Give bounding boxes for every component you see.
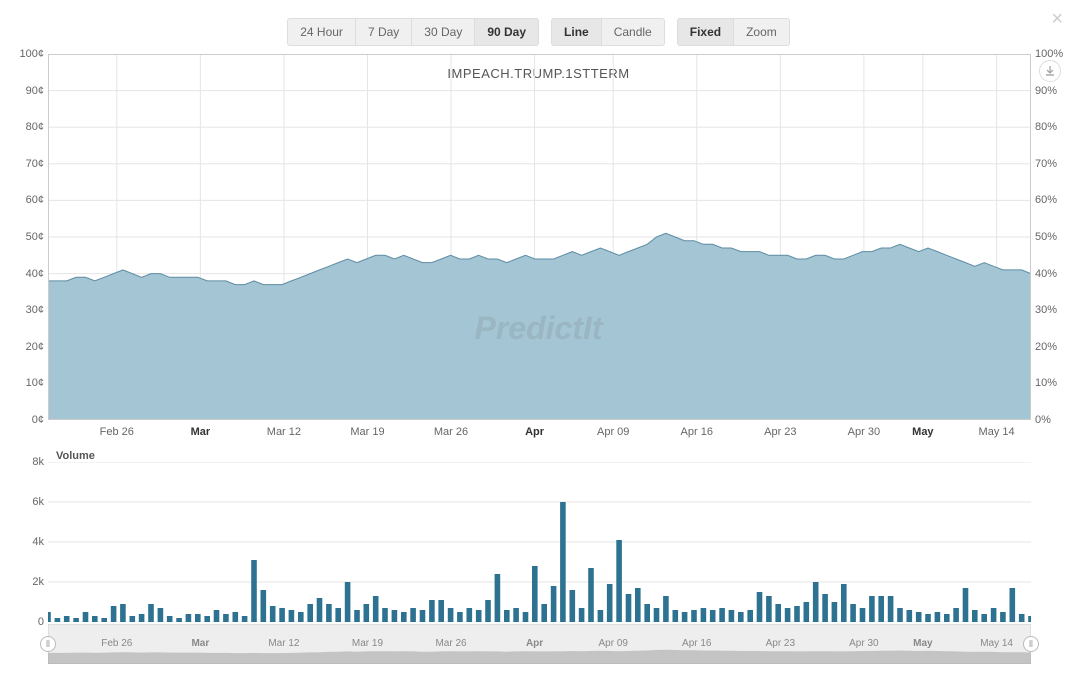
time-range-group: 24 Hour7 Day30 Day90 Day — [287, 18, 539, 46]
volume-chart — [48, 462, 1031, 622]
close-icon[interactable]: × — [1051, 8, 1063, 31]
chart-toolbar: 24 Hour7 Day30 Day90 Day LineCandle Fixe… — [0, 0, 1077, 54]
nav-x-tick: Apr 23 — [766, 638, 795, 649]
y-right-tick: 40% — [1035, 268, 1077, 280]
nav-x-tick: Mar 19 — [352, 638, 383, 649]
type-btn-line[interactable]: Line — [551, 18, 602, 46]
x-tick: Mar 26 — [434, 426, 468, 438]
nav-x-tick: Mar 26 — [435, 638, 466, 649]
range-btn-7-day[interactable]: 7 Day — [355, 18, 412, 46]
zoom-btn-fixed[interactable]: Fixed — [677, 18, 734, 46]
y-right-tick: 20% — [1035, 341, 1077, 353]
nav-x-tick: Apr 30 — [849, 638, 878, 649]
x-tick: Apr 09 — [597, 426, 629, 438]
volume-label: Volume — [56, 450, 95, 462]
y-left-tick: 40¢ — [0, 268, 44, 280]
y-left-tick: 80¢ — [0, 121, 44, 133]
y-right-tick: 0% — [1035, 414, 1077, 426]
y-left-tick: 60¢ — [0, 194, 44, 206]
y-left-tick: 90¢ — [0, 85, 44, 97]
x-tick: May 14 — [979, 426, 1015, 438]
nav-x-tick: Mar — [191, 638, 209, 649]
y-left-tick: 100¢ — [0, 48, 44, 60]
range-btn-24-hour[interactable]: 24 Hour — [287, 18, 356, 46]
y-right-tick: 100% — [1035, 48, 1077, 60]
y-left-tick: 50¢ — [0, 231, 44, 243]
type-btn-candle[interactable]: Candle — [601, 18, 665, 46]
nav-x-tick: Mar 12 — [268, 638, 299, 649]
y-left-tick: 20¢ — [0, 341, 44, 353]
x-tick: Mar 19 — [350, 426, 384, 438]
x-tick: Mar — [191, 426, 211, 438]
x-tick: Mar 12 — [267, 426, 301, 438]
volume-y-tick: 8k — [0, 456, 44, 468]
volume-y-tick: 6k — [0, 496, 44, 508]
y-left-tick: 0¢ — [0, 414, 44, 426]
volume-y-tick: 2k — [0, 576, 44, 588]
zoom-btn-zoom[interactable]: Zoom — [733, 18, 790, 46]
chart-type-group: LineCandle — [551, 18, 665, 46]
nav-x-tick: Apr 16 — [682, 638, 711, 649]
y-left-tick: 10¢ — [0, 377, 44, 389]
volume-y-tick: 0 — [0, 616, 44, 628]
x-tick: Apr 30 — [848, 426, 880, 438]
x-tick: Apr 23 — [764, 426, 796, 438]
zoom-mode-group: FixedZoom — [677, 18, 790, 46]
y-right-tick: 50% — [1035, 231, 1077, 243]
range-btn-30-day[interactable]: 30 Day — [411, 18, 475, 46]
nav-x-tick: Apr — [526, 638, 543, 649]
y-left-tick: 70¢ — [0, 158, 44, 170]
y-right-tick: 70% — [1035, 158, 1077, 170]
y-right-tick: 60% — [1035, 194, 1077, 206]
x-tick: Apr — [525, 426, 544, 438]
x-tick: May — [912, 426, 933, 438]
x-tick: Apr 16 — [681, 426, 713, 438]
nav-x-tick: Feb 26 — [101, 638, 132, 649]
range-btn-90-day[interactable]: 90 Day — [474, 18, 539, 46]
volume-y-tick: 4k — [0, 536, 44, 548]
nav-x-tick: May — [913, 638, 932, 649]
navigator-handle-right[interactable]: ⦀ — [1023, 636, 1039, 652]
price-chart — [48, 54, 1031, 420]
y-left-tick: 30¢ — [0, 304, 44, 316]
navigator-handle-left[interactable]: ⦀ — [40, 636, 56, 652]
x-tick: Feb 26 — [100, 426, 134, 438]
y-right-tick: 30% — [1035, 304, 1077, 316]
y-right-tick: 80% — [1035, 121, 1077, 133]
nav-x-tick: Apr 09 — [598, 638, 627, 649]
nav-x-tick: May 14 — [980, 638, 1013, 649]
y-right-tick: 10% — [1035, 377, 1077, 389]
y-right-tick: 90% — [1035, 85, 1077, 97]
